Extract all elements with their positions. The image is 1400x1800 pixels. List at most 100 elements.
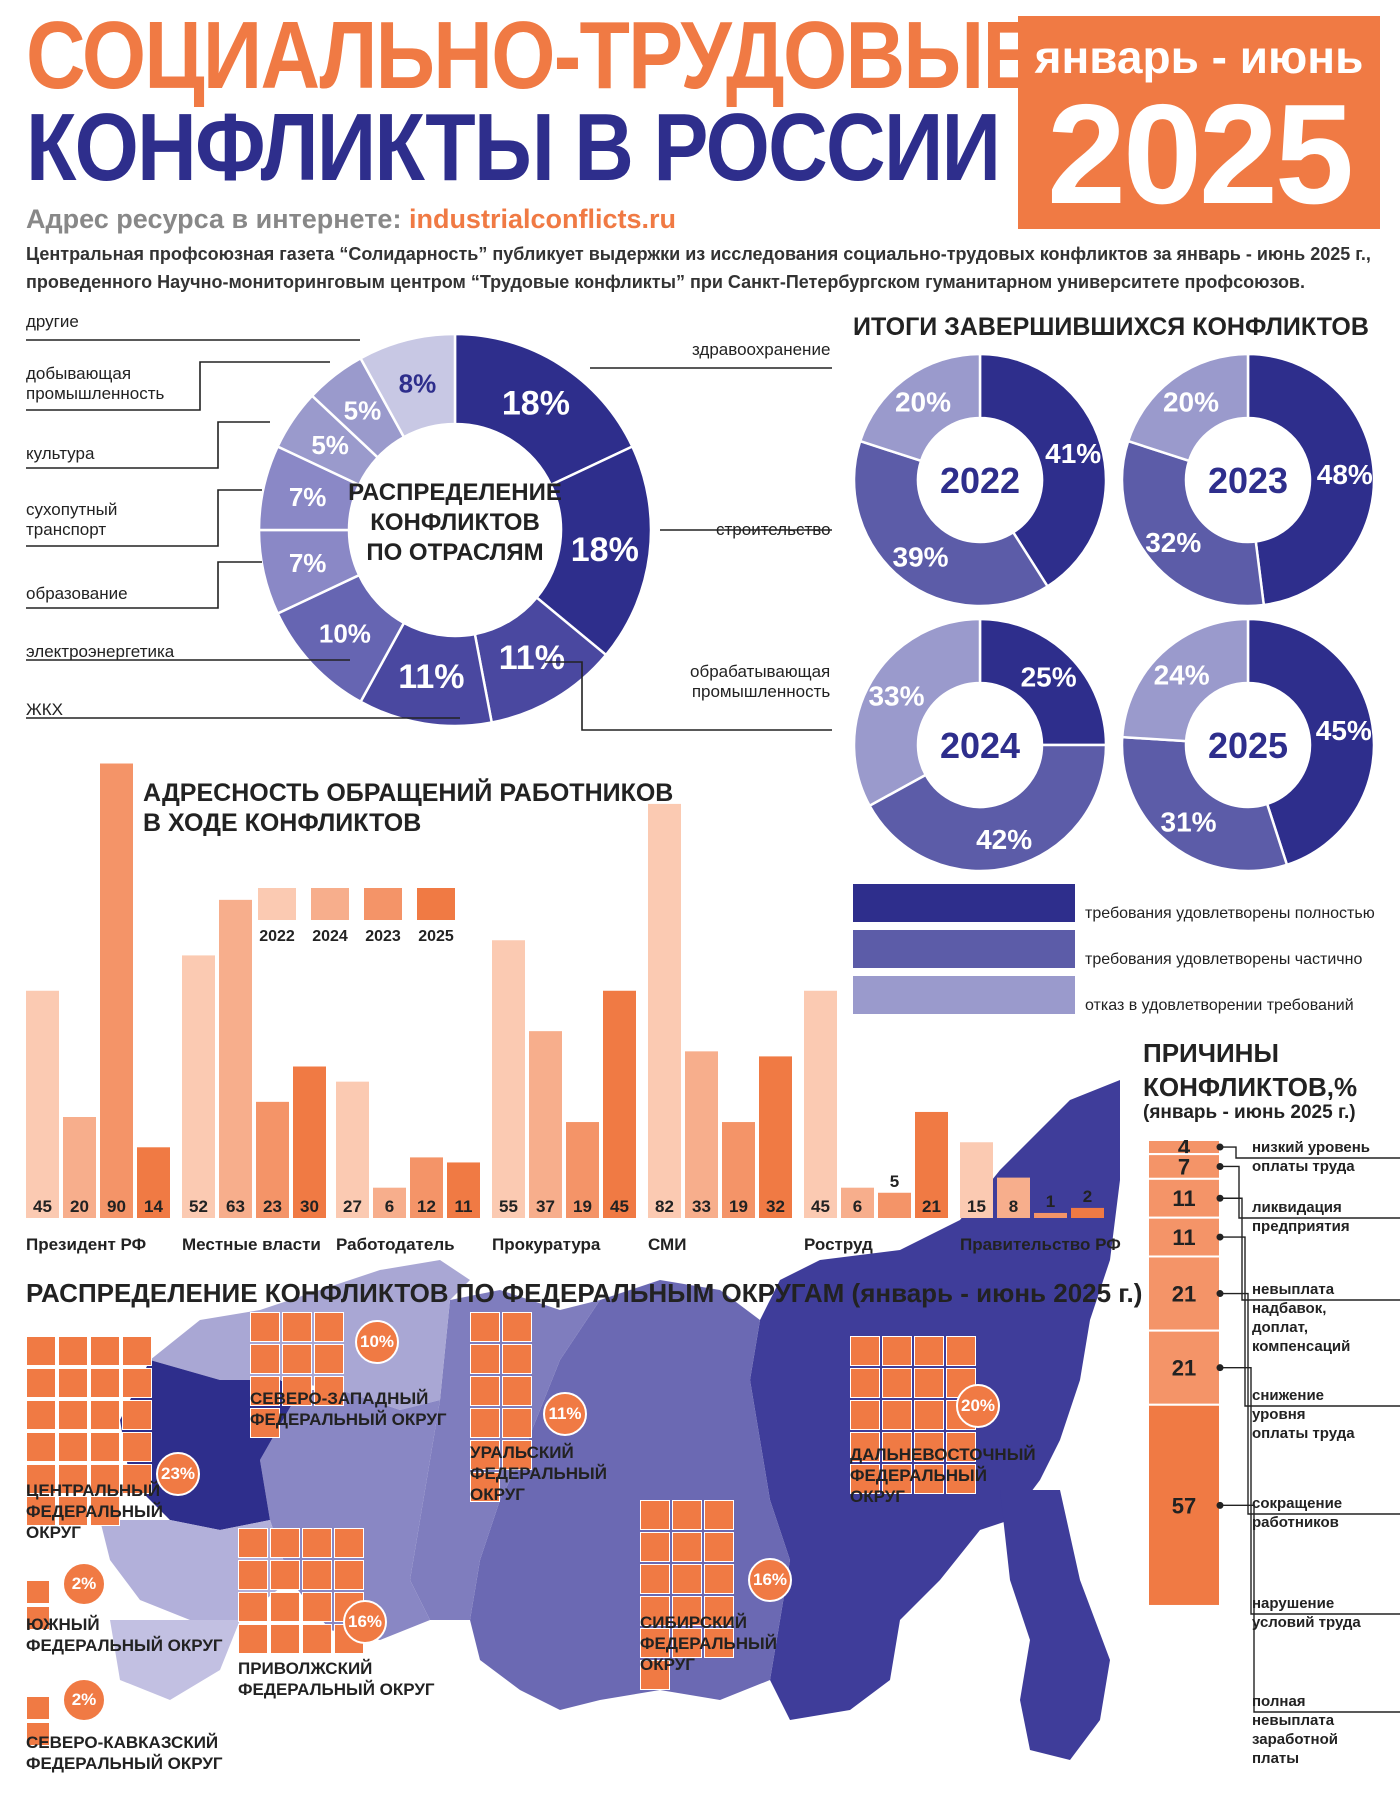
appeal-value-0-1: 20 bbox=[70, 1197, 89, 1216]
appeal-bar-6-3 bbox=[1071, 1207, 1104, 1218]
outcomes-title: ИТОГИ ЗАВЕРШИВШИХСЯ КОНФЛИКТОВ bbox=[853, 313, 1369, 341]
district-square-central bbox=[58, 1368, 88, 1398]
cause-label-4-0: сокращение bbox=[1252, 1495, 1342, 1512]
district-square-siberia bbox=[704, 1596, 734, 1626]
district-square-volga bbox=[238, 1560, 268, 1590]
label-transport: сухопутный транспорт bbox=[26, 500, 118, 539]
outcome-2025-slice-0 bbox=[1246, 617, 1376, 867]
district-square-central bbox=[122, 1400, 152, 1430]
district-square-siberia bbox=[704, 1628, 734, 1658]
district-square-ural bbox=[470, 1376, 500, 1406]
outcome-2022-slice-0 bbox=[978, 352, 1108, 589]
district-square-central bbox=[26, 1464, 56, 1494]
district-square-fareast bbox=[882, 1464, 912, 1494]
district-square-northwest bbox=[314, 1376, 344, 1406]
appeal-value-0-3: 14 bbox=[144, 1197, 163, 1216]
outcome-2024-slice-1 bbox=[867, 743, 1108, 873]
label-housing: ЖКХ bbox=[26, 700, 63, 719]
appeal-bar-4-1 bbox=[685, 1051, 718, 1218]
cause-value-2: 11 bbox=[1172, 1186, 1195, 1211]
district-square-central bbox=[90, 1432, 120, 1462]
appeal-bar-5-0 bbox=[804, 990, 837, 1218]
district-square-south bbox=[26, 1580, 50, 1604]
industry-slice-label-1: 18% bbox=[571, 531, 639, 569]
cause-value-1: 7 bbox=[1178, 1154, 1190, 1179]
period-year: 2025 bbox=[1047, 75, 1354, 234]
district-square-volga bbox=[302, 1592, 332, 1622]
cause-label-6-1: невыплата bbox=[1252, 1712, 1335, 1729]
cause-label-2-1: надбавок, bbox=[1252, 1300, 1326, 1317]
cause-label-1-1: предприятия bbox=[1252, 1218, 1350, 1235]
district-square-central bbox=[26, 1336, 56, 1366]
district-square-ural bbox=[470, 1472, 500, 1502]
industry-slice-label-5: 7% bbox=[289, 548, 327, 578]
cause-value-3: 11 bbox=[1172, 1225, 1195, 1250]
district-square-ural bbox=[502, 1344, 532, 1374]
district-square-northwest bbox=[250, 1344, 280, 1374]
appeal-category-5: Роструд bbox=[804, 1235, 873, 1254]
outcome-2023-label-0: 48% bbox=[1317, 459, 1373, 490]
district-square-central bbox=[58, 1464, 88, 1494]
district-square-fareast bbox=[850, 1400, 880, 1430]
district-square-central bbox=[26, 1432, 56, 1462]
outcome-2023-slice-1 bbox=[1120, 439, 1266, 608]
appeal-bar-5-3 bbox=[915, 1111, 948, 1218]
district-square-volga bbox=[270, 1528, 300, 1558]
district-square-northwest bbox=[250, 1376, 280, 1406]
appeal-value-0-2: 90 bbox=[107, 1197, 126, 1216]
cause-leader-3 bbox=[1220, 1236, 1400, 1407]
outcome-2024-year: 2024 bbox=[940, 725, 1020, 766]
appeal-bar-5-1 bbox=[841, 1187, 874, 1218]
appeal-value-5-1: 6 bbox=[853, 1197, 862, 1216]
title-line-1: СОЦИАЛЬНО-ТРУДОВЫЕ bbox=[26, 2, 1038, 109]
legend-label-partial: требования удовлетворены частично bbox=[1085, 951, 1363, 968]
industry-slice-label-0: 18% bbox=[502, 385, 570, 423]
cause-segment-4 bbox=[1147, 1255, 1221, 1332]
appeal-value-1-0: 52 bbox=[189, 1197, 208, 1216]
appeal-value-3-3: 45 bbox=[610, 1197, 629, 1216]
industry-donut-chart: 18% 18% 11% 11% 10% 7% 7% 5% 5% 8% bbox=[26, 332, 832, 731]
district-square-fareast bbox=[946, 1336, 976, 1366]
district-square-siberia bbox=[640, 1596, 670, 1626]
outcome-2025-slice-2 bbox=[1120, 617, 1250, 743]
district-square-fareast bbox=[850, 1368, 880, 1398]
district-square-central bbox=[90, 1336, 120, 1366]
period-label: январь - июнь bbox=[1034, 31, 1364, 83]
district-square-northwest bbox=[282, 1312, 312, 1342]
district-square-central bbox=[122, 1464, 152, 1494]
district-square-fareast bbox=[882, 1432, 912, 1462]
appeal-value-6-2: 1 bbox=[1046, 1192, 1055, 1211]
title-line-2: КОНФЛИКТЫ В РОССИИ bbox=[26, 94, 1001, 201]
appeals-title: АДРЕСНОСТЬ ОБРАЩЕНИЙ РАБОТНИКОВ В ХОДЕ К… bbox=[143, 779, 674, 837]
district-square-siberia bbox=[672, 1596, 702, 1626]
district-square-fareast bbox=[914, 1336, 944, 1366]
district-pct-northwest: 10% bbox=[355, 1320, 399, 1364]
appeal-value-1-1: 63 bbox=[226, 1197, 245, 1216]
outcome-2025-slice-1 bbox=[1120, 735, 1289, 873]
appeal-value-0-0: 45 bbox=[33, 1197, 52, 1216]
district-square-volga bbox=[302, 1528, 332, 1558]
label-other: другие bbox=[26, 312, 79, 331]
appeal-bar-1-3 bbox=[293, 1066, 326, 1218]
legend-label-full: требования удовлетворены полностью bbox=[1085, 905, 1375, 922]
causes-subtitle: (январь - июнь 2025 г.) bbox=[1143, 1102, 1356, 1123]
district-label-fareast: ДАЛЬНЕВОСТОЧНЫЙ ФЕДЕРАЛЬНЫЙ ОКРУГ bbox=[850, 1445, 1036, 1506]
district-square-central bbox=[122, 1368, 152, 1398]
web-url-link[interactable]: industrialconflicts.ru bbox=[408, 204, 676, 234]
outcome-2024-label-0: 25% bbox=[1021, 661, 1077, 692]
cause-value-5: 21 bbox=[1172, 1356, 1196, 1381]
district-square-volga bbox=[334, 1528, 364, 1558]
district-square-fareast bbox=[914, 1464, 944, 1494]
district-square-central bbox=[58, 1432, 88, 1462]
appeal-value-2-3: 11 bbox=[455, 1197, 473, 1216]
appeal-value-6-0: 15 bbox=[967, 1197, 986, 1216]
district-square-volga bbox=[238, 1528, 268, 1558]
outcome-2024-label-1: 42% bbox=[976, 824, 1032, 855]
industry-slice-label-6: 7% bbox=[289, 482, 327, 512]
outcome-2024-slice-2 bbox=[852, 617, 982, 808]
appeal-value-5-3: 21 bbox=[922, 1197, 941, 1216]
appeals-legend-label-3: 2025 bbox=[418, 928, 454, 945]
appeal-value-2-1: 6 bbox=[385, 1197, 394, 1216]
label-construction: строительство bbox=[716, 520, 831, 539]
outcome-2022-label-0: 41% bbox=[1045, 438, 1101, 469]
